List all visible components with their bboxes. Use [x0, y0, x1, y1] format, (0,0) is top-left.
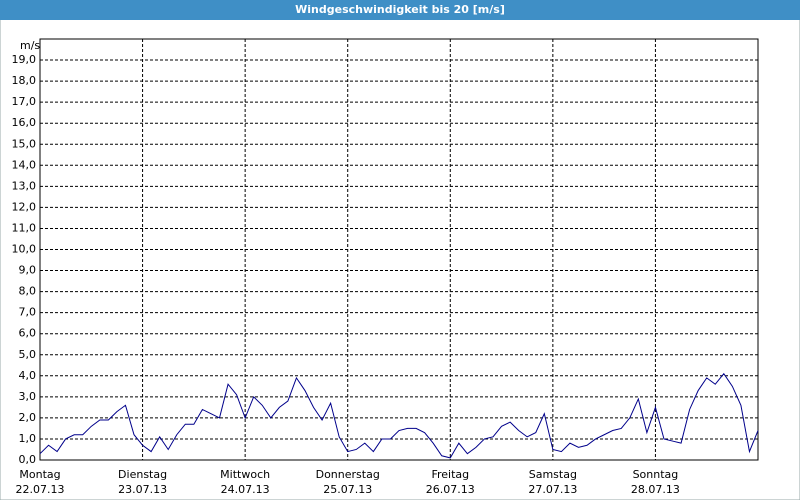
y-tick-label: 14,0	[12, 158, 37, 171]
x-tick-date: 27.07.13	[528, 483, 577, 496]
y-tick-label: 19,0	[12, 53, 37, 66]
x-tick-date: 22.07.13	[16, 483, 65, 496]
x-tick-label: Freitag	[431, 468, 469, 481]
x-tick-date: 25.07.13	[323, 483, 372, 496]
x-tick-label: Samstag	[529, 468, 577, 481]
y-tick-label: 17,0	[12, 95, 37, 108]
x-tick-label: Donnerstag	[316, 468, 380, 481]
x-tick-date: 24.07.13	[221, 483, 270, 496]
y-tick-label: 0,0	[19, 453, 37, 466]
y-tick-label: 4,0	[19, 369, 37, 382]
x-tick-label: Mittwoch	[220, 468, 270, 481]
title-bar	[0, 0, 800, 20]
x-tick-label: Sonntag	[633, 468, 679, 481]
y-tick-label: 13,0	[12, 179, 37, 192]
y-tick-label: 7,0	[19, 306, 37, 319]
x-tick-date: 23.07.13	[118, 483, 167, 496]
x-tick-label: Dienstag	[118, 468, 167, 481]
y-tick-label: 12,0	[12, 200, 37, 213]
y-tick-label: 9,0	[19, 264, 37, 277]
wind-line	[39, 372, 759, 459]
y-tick-label: 8,0	[19, 285, 37, 298]
y-tick-label: 2,0	[19, 411, 37, 424]
y-axis-label: m/s	[20, 39, 40, 52]
chart-title: Windgeschwindigkeit bis 20 [m/s]	[295, 3, 505, 16]
plot-frame	[39, 38, 759, 461]
y-tick-label: 18,0	[12, 74, 37, 87]
y-tick-label: 16,0	[12, 116, 37, 129]
y-tick-label: 1,0	[19, 432, 37, 445]
y-tick-label: 15,0	[12, 137, 37, 150]
y-tick-label: 10,0	[12, 243, 37, 256]
y-tick-label: 11,0	[12, 221, 37, 234]
y-tick-label: 6,0	[19, 327, 37, 340]
x-tick-date: 26.07.13	[426, 483, 475, 496]
x-tick-label: Montag	[19, 468, 60, 481]
y-tick-label: 3,0	[19, 390, 37, 403]
x-tick-date: 28.07.13	[631, 483, 680, 496]
y-tick-label: 5,0	[19, 348, 37, 361]
